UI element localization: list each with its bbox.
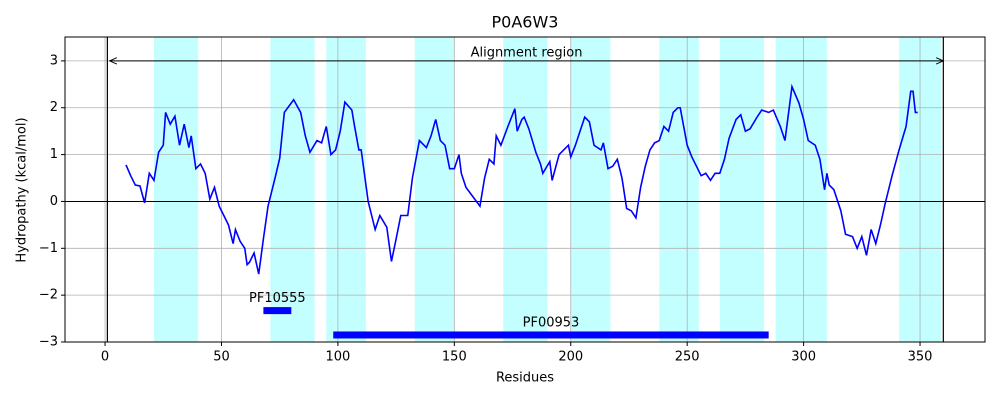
x-axis-label: Residues [496, 371, 554, 386]
hydropathy-line [125, 83, 918, 275]
y-tick-label: 3 [50, 53, 58, 68]
x-tick-label: 200 [558, 350, 583, 365]
highlight-region [414, 37, 455, 342]
x-tick-label: 150 [442, 350, 467, 365]
x-tick-label: 0 [101, 350, 109, 365]
domain-label: PF00953 [523, 315, 580, 330]
x-tick-label: 50 [213, 350, 230, 365]
alignment-label: Alignment region [471, 45, 583, 60]
y-axis-label: Hydropathy (kcal/mol) [15, 117, 30, 262]
x-tick-label: 250 [675, 350, 700, 365]
highlight-region [570, 37, 611, 342]
x-tick-label: 350 [908, 350, 933, 365]
domain-bar [333, 331, 769, 339]
x-tick-label: 300 [791, 350, 816, 365]
plot-frame [64, 36, 986, 343]
x-tick-label: 100 [325, 350, 350, 365]
highlight-region [503, 37, 548, 342]
y-tick-label: −2 [39, 288, 58, 303]
domain-bar [263, 307, 292, 315]
highlight-region [775, 37, 827, 342]
highlight-region [719, 37, 765, 342]
highlight-region [270, 37, 315, 342]
highlight-region [659, 37, 699, 342]
chart-title: P0A6W3 [492, 13, 559, 32]
highlight-region [326, 37, 366, 342]
y-tick-label: 0 [50, 194, 58, 209]
y-tick-label: −3 [39, 335, 58, 350]
domain-label: PF10555 [249, 291, 306, 306]
y-tick-label: −1 [39, 241, 58, 256]
y-tick-label: 2 [50, 100, 58, 115]
highlight-region [153, 37, 199, 342]
y-tick-label: 1 [50, 147, 58, 162]
